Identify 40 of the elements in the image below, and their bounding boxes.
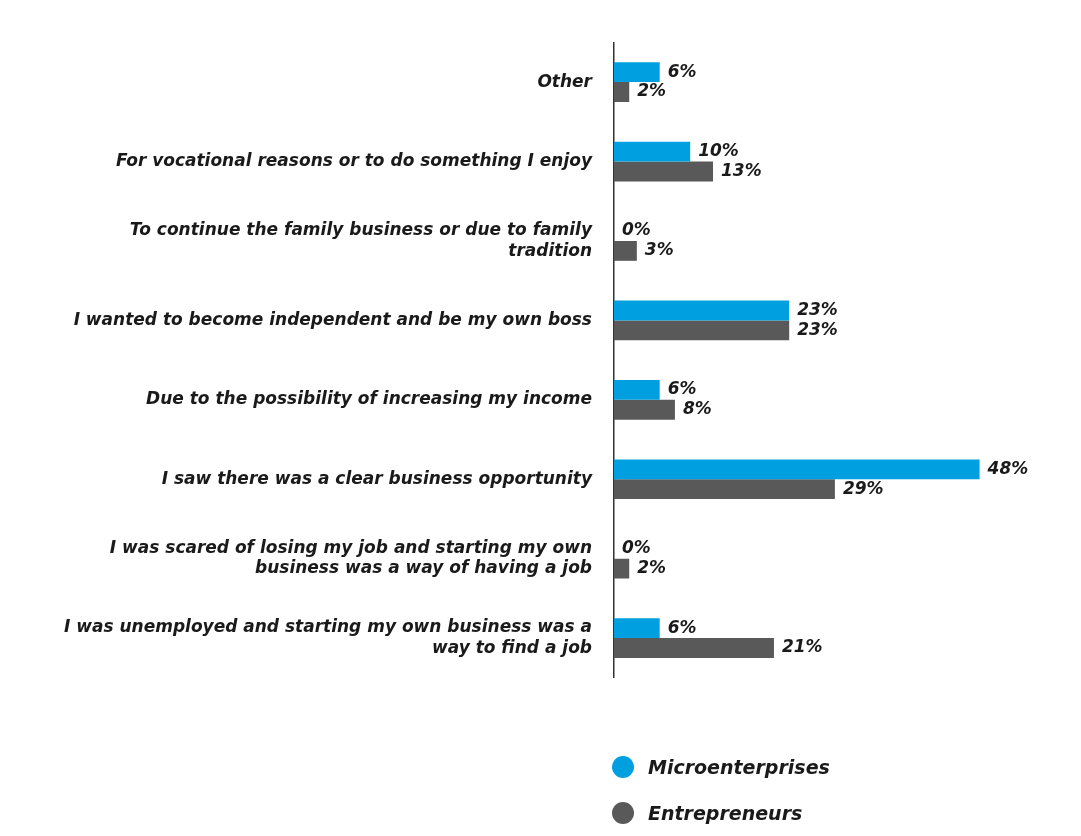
bar: [614, 141, 691, 162]
bar: [614, 638, 774, 658]
bar: [614, 558, 630, 579]
bar: [614, 62, 660, 83]
data-label: 0%: [622, 537, 651, 558]
data-label: 8%: [682, 398, 712, 419]
bar: [614, 379, 660, 400]
bar: [614, 161, 714, 182]
bar: [614, 479, 835, 500]
y-tick-label: I wanted to become independent and be my own boss: [73, 308, 592, 329]
legend-label: Microenterprises: [648, 756, 830, 778]
data-label: 2%: [637, 557, 667, 578]
bar: [614, 618, 660, 639]
bar: [614, 240, 637, 261]
data-label: 48%: [986, 457, 1029, 478]
bar: [614, 82, 630, 102]
y-tick-label: Other: [537, 70, 594, 91]
data-label: 23%: [797, 318, 838, 339]
data-label: 23%: [797, 298, 838, 319]
data-label: 6%: [667, 60, 697, 81]
y-tick-label: I saw there was a clear business opportunity: [161, 467, 593, 488]
y-tick-label: To continue the family business or due to family tradition: [129, 219, 593, 260]
data-label: 3%: [644, 239, 674, 260]
data-label: 10%: [698, 140, 739, 161]
data-label: 13%: [721, 159, 762, 180]
bar: [614, 399, 675, 420]
data-label: 0%: [622, 219, 651, 240]
bar: [614, 300, 790, 321]
data-label: 29%: [842, 477, 884, 498]
data-label: 6%: [667, 616, 697, 637]
y-tick-label: Due to the possibility of increasing my income: [146, 388, 592, 409]
bar: [614, 459, 980, 480]
y-tick-label: I was unemployed and starting my own business was a way to find a job: [64, 616, 592, 657]
data-label: 6%: [667, 378, 697, 399]
data-label: 2%: [637, 80, 667, 101]
y-tick-label: I was scared of losing my job and starting my own business was a way of having a job: [109, 536, 592, 578]
y-tick-label: For vocational reasons or to do something I enjoy: [115, 149, 593, 170]
legend-label: Entrepreneurs: [648, 802, 803, 824]
data-label: 21%: [781, 636, 823, 657]
bar: [614, 320, 790, 341]
